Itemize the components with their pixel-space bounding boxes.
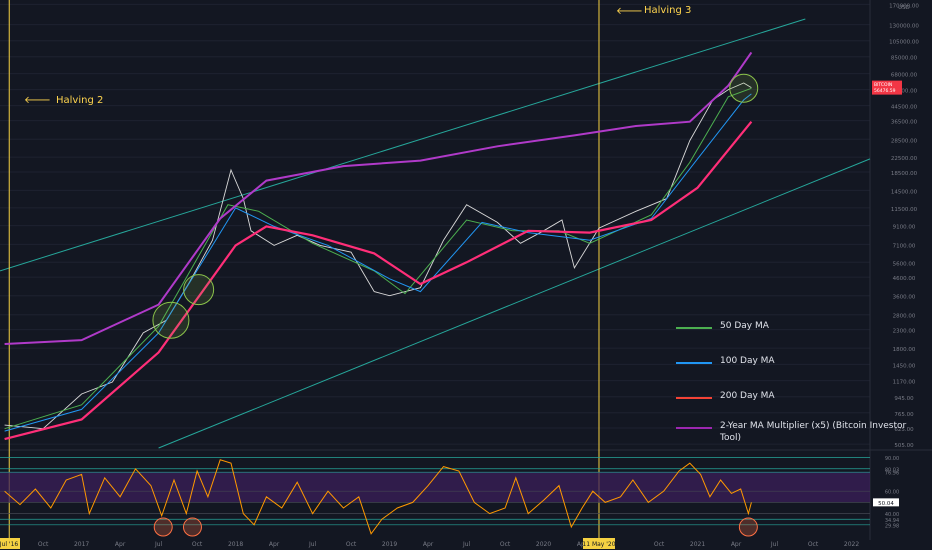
x-tick-label: Oct bbox=[808, 541, 819, 548]
y-tick-label: 945.00 bbox=[894, 396, 914, 402]
oversold-circle bbox=[153, 517, 173, 537]
highlight-circle bbox=[183, 274, 215, 306]
y-tick-label: 36500.00 bbox=[891, 120, 918, 126]
rsi-tick-label: 76.96 bbox=[885, 471, 899, 477]
legend-swatch bbox=[676, 362, 712, 364]
y-tick-label: 1170.00 bbox=[893, 380, 916, 386]
y-tick-label: 3600.00 bbox=[893, 295, 916, 301]
x-tick-label: Oct bbox=[192, 541, 203, 548]
y-tick-label: 85000.00 bbox=[891, 56, 918, 62]
x-tick-label: 2018 bbox=[228, 541, 243, 548]
y-tick-label: 28500.00 bbox=[891, 138, 918, 144]
y-tick-label: 9100.00 bbox=[893, 225, 916, 231]
y-tick-label: 1450.00 bbox=[893, 363, 916, 369]
rsi-last-value: 50.04 bbox=[878, 501, 894, 507]
legend-swatch bbox=[676, 397, 712, 399]
x-tick-label: Oct bbox=[38, 541, 49, 548]
y-tick-label: 14500.00 bbox=[891, 189, 918, 195]
y-axis: 505.00 625.00 765.00 945.00 1170.00 1450.00 18… bbox=[872, 3, 919, 449]
halving-3-arrow: 🡐 bbox=[616, 6, 643, 17]
rsi-tick-label: 90.00 bbox=[885, 456, 899, 462]
rsi-tick-label: 60.00 bbox=[885, 490, 899, 496]
x-tick-label: Jul bbox=[154, 541, 163, 548]
oversold-circle bbox=[738, 517, 758, 537]
legend-label: 100 Day MA bbox=[720, 356, 775, 366]
rsi-tick-label: 29.98 bbox=[885, 523, 899, 529]
last-price: 56476.59 bbox=[874, 88, 896, 94]
x-tick-label: 2019 bbox=[382, 541, 397, 548]
halving-lines bbox=[8, 0, 600, 540]
y-tick-label: 22500.00 bbox=[891, 156, 918, 162]
legend-swatch bbox=[676, 427, 712, 429]
x-tick-label: Apr bbox=[269, 541, 280, 548]
halving-date-label: 11 May '20 bbox=[582, 541, 615, 548]
rsi-last-tag bbox=[873, 498, 899, 507]
x-tick-label: Jul bbox=[462, 541, 471, 548]
y-tick-label: 68000.00 bbox=[891, 73, 918, 79]
rsi-line bbox=[4, 459, 752, 535]
x-axis: Jul '16 Oct 2017 Apr Jul Oct 2018 Apr Jul Oct 2019… bbox=[0, 538, 859, 549]
x-tick-label: Jul bbox=[308, 541, 317, 548]
y-tick-label: 170000.00 bbox=[889, 3, 919, 9]
y-tick-label: 44500.00 bbox=[891, 105, 918, 111]
x-tick-label: Oct bbox=[346, 541, 357, 548]
y-tick-label: 11500.00 bbox=[891, 207, 918, 213]
halving-3-label: Halving 3 bbox=[644, 5, 692, 16]
series-line bbox=[4, 51, 753, 345]
halving-date-tag bbox=[582, 538, 615, 549]
halving-2-arrow: 🡐 bbox=[24, 95, 51, 106]
start-date-tag bbox=[0, 538, 20, 549]
legend-label: 200 Day MA bbox=[720, 391, 775, 401]
y-tick-label: 105000.00 bbox=[889, 40, 919, 46]
symbol-label: BITCOIN bbox=[874, 82, 892, 88]
rsi-tick-label: 40.00 bbox=[885, 512, 899, 518]
legend-label: 50 Day MA bbox=[720, 321, 769, 331]
y-tick-label: 4600.00 bbox=[893, 276, 916, 282]
x-tick-label: Apr bbox=[423, 541, 434, 548]
halving-2-label: Halving 2 bbox=[56, 95, 104, 106]
currency-label: USD bbox=[898, 5, 910, 11]
start-date-label: Jul '16 bbox=[0, 541, 18, 548]
price-tag bbox=[872, 80, 902, 95]
y-tick-label: 55000.00 bbox=[891, 89, 918, 95]
y-tick-label: 625.00 bbox=[894, 427, 914, 433]
channel-upper bbox=[0, 18, 806, 272]
x-tick-label: 2020 bbox=[536, 541, 551, 548]
series-line bbox=[4, 87, 752, 430]
x-tick-label: 2017 bbox=[74, 541, 89, 548]
legend-label: 2-Year MA Multiplier (x5) (Bitcoin Inves… bbox=[720, 421, 907, 443]
highlight-circle bbox=[729, 73, 759, 103]
oversold-circle bbox=[182, 517, 202, 537]
x-tick-label: Apr bbox=[577, 541, 588, 548]
trend-channel bbox=[0, 18, 871, 449]
x-tick-label: Jul bbox=[770, 541, 779, 548]
y-tick-label: 2800.00 bbox=[893, 314, 916, 320]
x-tick-label: 2022 bbox=[844, 541, 859, 548]
y-tick-label: 765.00 bbox=[894, 412, 914, 418]
y-tick-label: 7100.00 bbox=[893, 243, 916, 249]
x-tick-label: Apr bbox=[115, 541, 126, 548]
series-line bbox=[4, 121, 753, 441]
rsi-band bbox=[0, 457, 870, 526]
x-tick-label: Oct bbox=[654, 541, 665, 548]
highlight-circle bbox=[152, 301, 190, 339]
rsi-tick-label: 34.94 bbox=[885, 518, 899, 524]
y-tick-label: 1800.00 bbox=[893, 347, 916, 353]
y-tick-label: 505.00 bbox=[894, 443, 914, 449]
x-tick-label: 2021 bbox=[690, 541, 705, 548]
legend-swatch bbox=[676, 327, 712, 329]
rsi-tick-label: 80.03 bbox=[885, 467, 899, 473]
x-tick-label: Apr bbox=[731, 541, 742, 548]
y-tick-label: 5600.00 bbox=[893, 261, 916, 267]
y-tick-label: 130000.00 bbox=[889, 24, 919, 30]
series-line bbox=[4, 93, 752, 432]
channel-lower bbox=[158, 158, 871, 449]
y-tick-label: 18500.00 bbox=[891, 171, 918, 177]
x-tick-label: Oct bbox=[500, 541, 511, 548]
y-tick-label: 2300.00 bbox=[893, 329, 916, 335]
series-lines bbox=[4, 51, 753, 535]
highlight-circles bbox=[152, 73, 759, 537]
